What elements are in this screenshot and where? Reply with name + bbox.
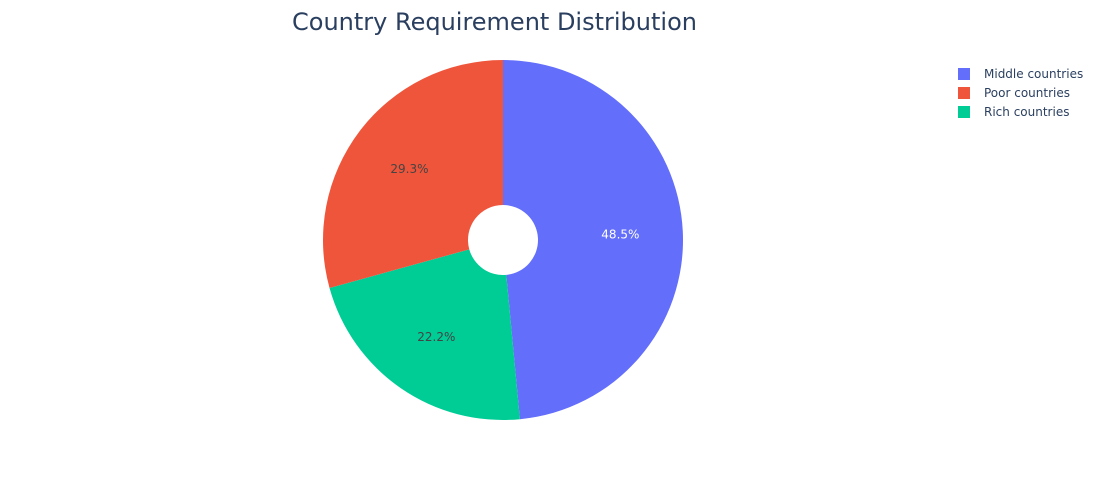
slice-labels: 48.5% 22.2% 29.3% xyxy=(390,162,639,344)
legend-label: Middle countries xyxy=(984,67,1083,81)
pie-slice-rich-countries[interactable] xyxy=(329,249,520,420)
legend-swatch xyxy=(958,87,970,99)
legend-swatch xyxy=(958,68,970,80)
slice-label: 22.2% xyxy=(417,330,455,344)
legend-swatch xyxy=(958,106,970,118)
chart-title: Country Requirement Distribution xyxy=(292,8,697,36)
pie-slice-middle-countries[interactable] xyxy=(503,60,684,420)
legend-item[interactable]: Rich countries xyxy=(958,105,1069,119)
legend-label: Poor countries xyxy=(984,86,1070,100)
slice-label: 48.5% xyxy=(601,227,639,241)
slice-label: 29.3% xyxy=(390,162,428,176)
pie-slices xyxy=(323,60,684,420)
legend-item[interactable]: Poor countries xyxy=(958,86,1070,100)
legend-item[interactable]: Middle countries xyxy=(958,67,1083,81)
legend: Middle countries Poor countries Rich count… xyxy=(958,67,1083,119)
legend-label: Rich countries xyxy=(984,105,1069,119)
pie-slice-poor-countries[interactable] xyxy=(323,60,503,289)
